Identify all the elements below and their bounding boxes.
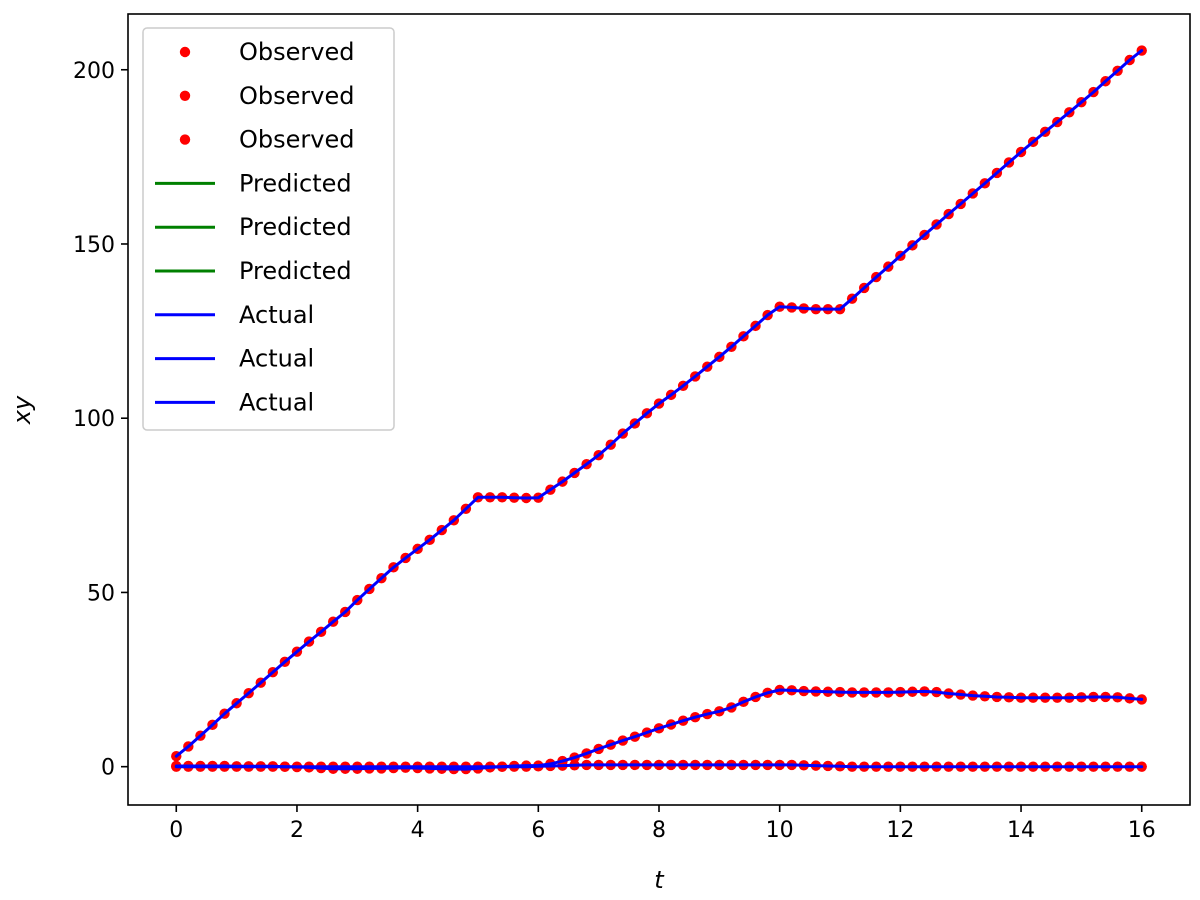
legend-label: Observed [239, 126, 354, 154]
legend-label: Observed [239, 38, 354, 66]
plot-area: 0 2 4 6 8 10 12 14 16 0 50 100 150 200 [73, 13, 1191, 843]
y-tick-label: 200 [73, 59, 115, 84]
x-tick-label: 10 [766, 818, 794, 843]
actual-series-line-3 [174, 763, 1144, 769]
x-axis-label: t [654, 866, 665, 894]
legend-marker [179, 134, 191, 145]
x-tick-label: 14 [1007, 818, 1035, 843]
axes-frame [127, 13, 1191, 806]
y-tick-label: 50 [87, 581, 115, 606]
x-tick-label: 4 [411, 818, 425, 843]
legend: Observed Observed Observed Predicted Predict… [142, 27, 395, 431]
legend-label: Predicted [239, 257, 352, 285]
y-tick-label: 100 [73, 407, 115, 432]
actual-series-line-1 [174, 49, 1144, 758]
x-tick-label: 2 [290, 818, 304, 843]
legend-marker [179, 90, 191, 102]
axis-ticks: 0 2 4 6 8 10 12 14 16 0 50 100 150 200 [73, 59, 1156, 843]
y-tick-label: 150 [73, 233, 115, 258]
legend-marker [179, 46, 191, 58]
y-axis-label: xy [8, 395, 36, 425]
legend-label: Predicted [239, 213, 352, 241]
x-tick-label: 16 [1128, 818, 1156, 843]
series-layer [171, 45, 1147, 775]
legend-label: Predicted [239, 169, 352, 197]
x-tick-label: 0 [169, 818, 183, 843]
legend-label: Observed [239, 82, 354, 110]
x-tick-label: 6 [531, 818, 545, 843]
y-tick-label: 0 [101, 756, 115, 781]
legend-label: Actual [239, 301, 314, 329]
x-tick-label: 12 [886, 818, 914, 843]
x-tick-label: 8 [652, 818, 666, 843]
legend-label: Actual [239, 388, 314, 416]
legend-frame [142, 27, 395, 431]
actual-series-line-2 [174, 688, 1144, 771]
legend-label: Actual [239, 345, 314, 373]
